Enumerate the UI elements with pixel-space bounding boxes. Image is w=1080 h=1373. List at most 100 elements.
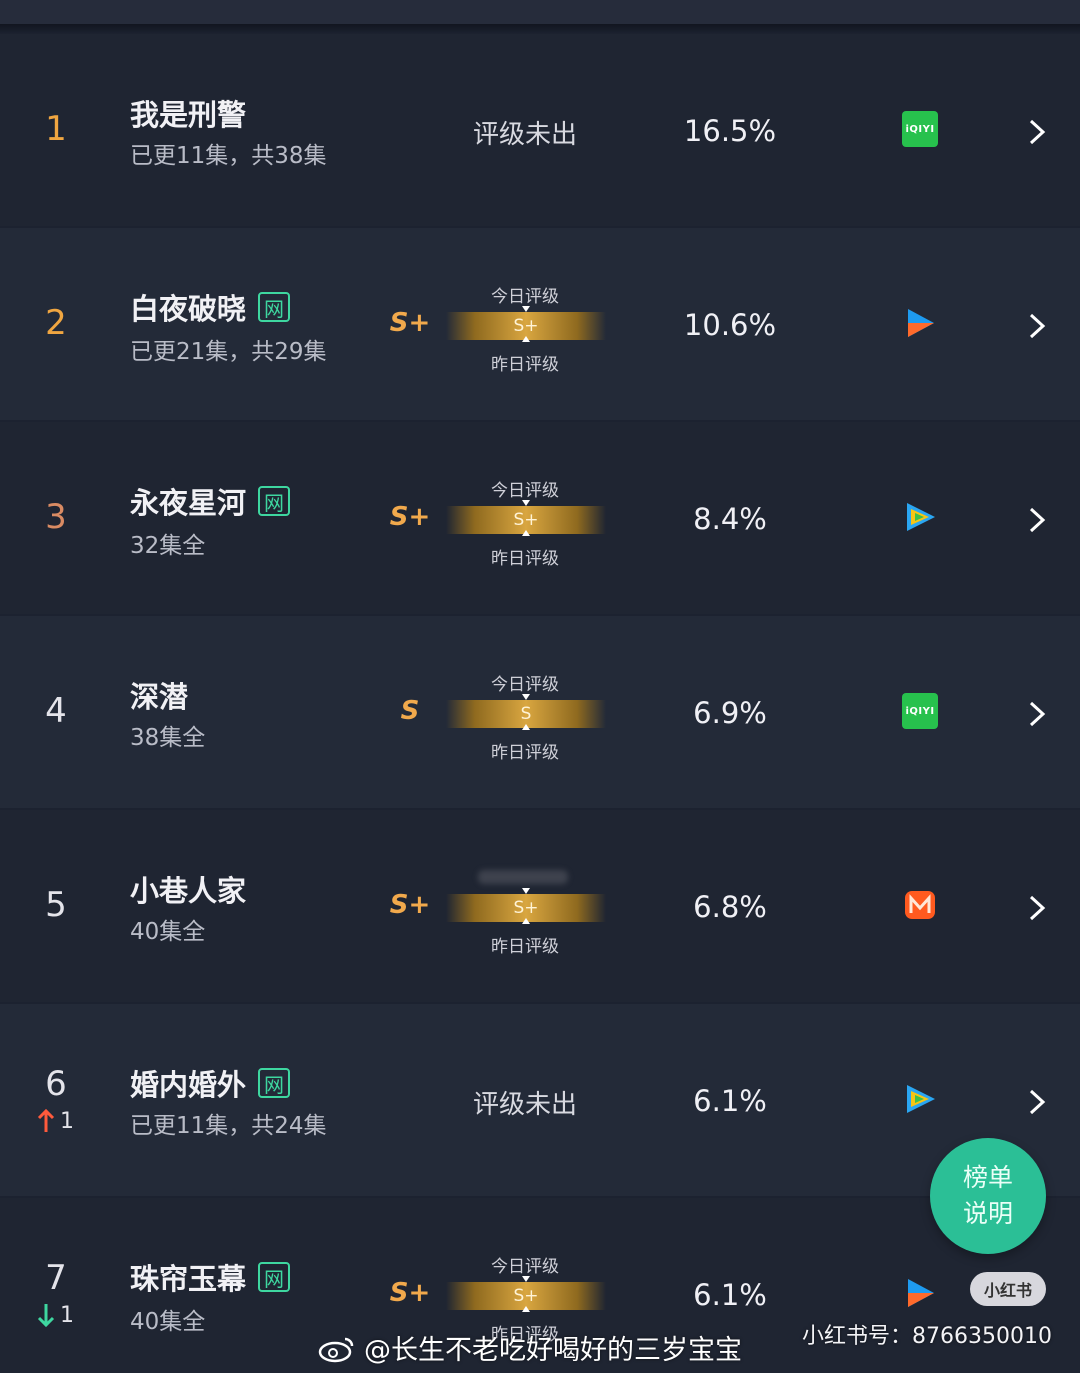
table-row[interactable]: 6 1 婚内婚外 网 已更11集，共24集 评级未出 6.1% [0,1004,1080,1196]
rank-number: 4 [45,691,67,731]
table-row[interactable]: 4 深潜 38集全 S 今日评级 S 昨日评级 6.9% iQIYI [0,616,1080,808]
rank-change: 1 [36,1302,74,1328]
weibo-caption: @长生不老吃好喝好的三岁宝宝 [318,1328,742,1367]
grade-label: S [400,696,420,726]
drama-title: 小巷人家 [130,874,247,908]
xiaohongshu-badge: 小红书 [970,1272,1046,1306]
today-marker [522,500,530,506]
tencent-video-icon [900,497,940,537]
yesterday-rating-label: 昨日评级 [491,937,559,957]
chevron-right-icon[interactable] [1026,505,1048,535]
rank-change-value: 1 [60,1302,74,1328]
yesterday-rating-label: 昨日评级 [491,1325,559,1345]
table-row[interactable]: 3 永夜星河 网 32集全 S+ 今日评级 S+ 昨日评级 8.4% [0,422,1080,614]
episode-info: 已更11集，共24集 [130,1113,327,1139]
episode-info: 已更11集，共38集 [130,143,327,169]
top-bar-shadow [0,24,1080,34]
rating-bar: S+ [446,506,606,534]
drama-title: 婚内婚外 [130,1068,247,1102]
today-rating-label: 今日评级 [491,481,559,501]
rank-change: 1 [36,1108,74,1134]
today-marker [522,306,530,312]
chevron-right-icon[interactable] [1026,699,1048,729]
yesterday-rating-label: 昨日评级 [491,549,559,569]
chevron-right-icon[interactable] [1026,117,1048,147]
rank-number: 1 [45,109,67,149]
rating-bar: S+ [446,312,606,340]
rank-number: 6 [45,1064,67,1104]
table-row[interactable]: 2 白夜破晓 网 已更21集，共29集 S+ 今日评级 S+ 昨日评级 10.6… [0,228,1080,420]
rating-bar: S+ [446,894,606,922]
today-marker [522,1276,530,1282]
episode-info: 32集全 [130,533,206,559]
rating-bar: S+ [446,1282,606,1310]
market-share: 6.1% [693,1084,767,1118]
table-row[interactable]: 7 1 珠帘玉幕 网 40集全 S+ 今日评级 S+ 昨日评级 6.1% [0,1198,1080,1373]
table-row[interactable]: 1 我是刑警 已更11集，共38集 评级未出 16.5% iQIYI [0,34,1080,226]
chevron-right-icon[interactable] [1026,311,1048,341]
today-rating-label: 今日评级 [491,287,559,307]
net-drama-badge: 网 [258,292,291,322]
arrow-up-icon [37,1108,55,1132]
market-share: 8.4% [693,502,767,536]
drama-title: 我是刑警 [130,98,247,132]
drama-title: 珠帘玉幕 [130,1262,247,1296]
tencent-video-icon [900,1079,940,1119]
net-drama-badge: 网 [258,1068,291,1098]
episode-info: 40集全 [130,1309,206,1335]
episode-info: 38集全 [130,725,206,751]
youku-icon [900,303,940,343]
yesterday-rating-label: 昨日评级 [491,355,559,375]
arrow-down-icon [37,1304,55,1328]
xiaohongshu-id: 小红书号：8766350010 [802,1324,1052,1349]
weibo-icon [318,1337,354,1362]
net-drama-badge: 网 [258,486,291,516]
today-marker [522,888,530,894]
rating-pending: 评级未出 [472,1090,577,1120]
rating-bar: S [446,700,606,728]
ranking-info-line2: 说明 [962,1199,1013,1228]
top-bar [0,0,1080,24]
rank-number: 2 [45,303,67,343]
market-share: 6.8% [693,890,767,924]
rank-change-value: 1 [60,1108,74,1134]
blurred-label [478,870,568,884]
yesterday-marker [522,918,530,924]
chevron-right-icon[interactable] [1026,893,1048,923]
table-row[interactable]: 5 小巷人家 40集全 S+ S+ 昨日评级 6.8% [0,810,1080,1002]
today-marker [522,694,530,700]
yesterday-marker [522,724,530,730]
grade-label: S+ [389,1278,431,1308]
grade-label: S+ [389,502,431,532]
grade-label: S+ [389,308,431,338]
rating-pending: 评级未出 [472,120,577,150]
today-rating-label: 今日评级 [491,1257,559,1277]
market-share: 6.9% [693,696,767,730]
drama-title: 深潜 [130,680,189,714]
yesterday-marker [522,530,530,536]
net-drama-badge: 网 [258,1262,291,1292]
grade-label: S+ [389,890,431,920]
market-share: 10.6% [683,308,777,342]
drama-title: 永夜星河 [130,486,247,520]
market-share: 16.5% [683,114,777,148]
ranking-info-button[interactable]: 榜单 说明 [930,1138,1046,1254]
weibo-username: @长生不老吃好喝好的三岁宝宝 [364,1335,742,1366]
market-share: 6.1% [693,1278,767,1312]
rank-number: 7 [45,1258,67,1298]
yesterday-rating-label: 昨日评级 [491,743,559,763]
yesterday-marker [522,1306,530,1312]
rank-number: 5 [45,885,67,925]
ranking-info-line1: 榜单 [962,1163,1013,1192]
yesterday-marker [522,336,530,342]
today-rating-label: 今日评级 [491,675,559,695]
chevron-right-icon[interactable] [1026,1087,1048,1117]
episode-info: 已更21集，共29集 [130,339,327,365]
episode-info: 40集全 [130,919,206,945]
rank-number: 3 [45,497,67,537]
drama-title: 白夜破晓 [130,292,247,326]
iqiyi-icon: iQIYI [900,109,940,149]
iqiyi-icon: iQIYI [900,691,940,731]
mango-tv-icon [900,885,940,925]
youku-icon [900,1273,940,1313]
